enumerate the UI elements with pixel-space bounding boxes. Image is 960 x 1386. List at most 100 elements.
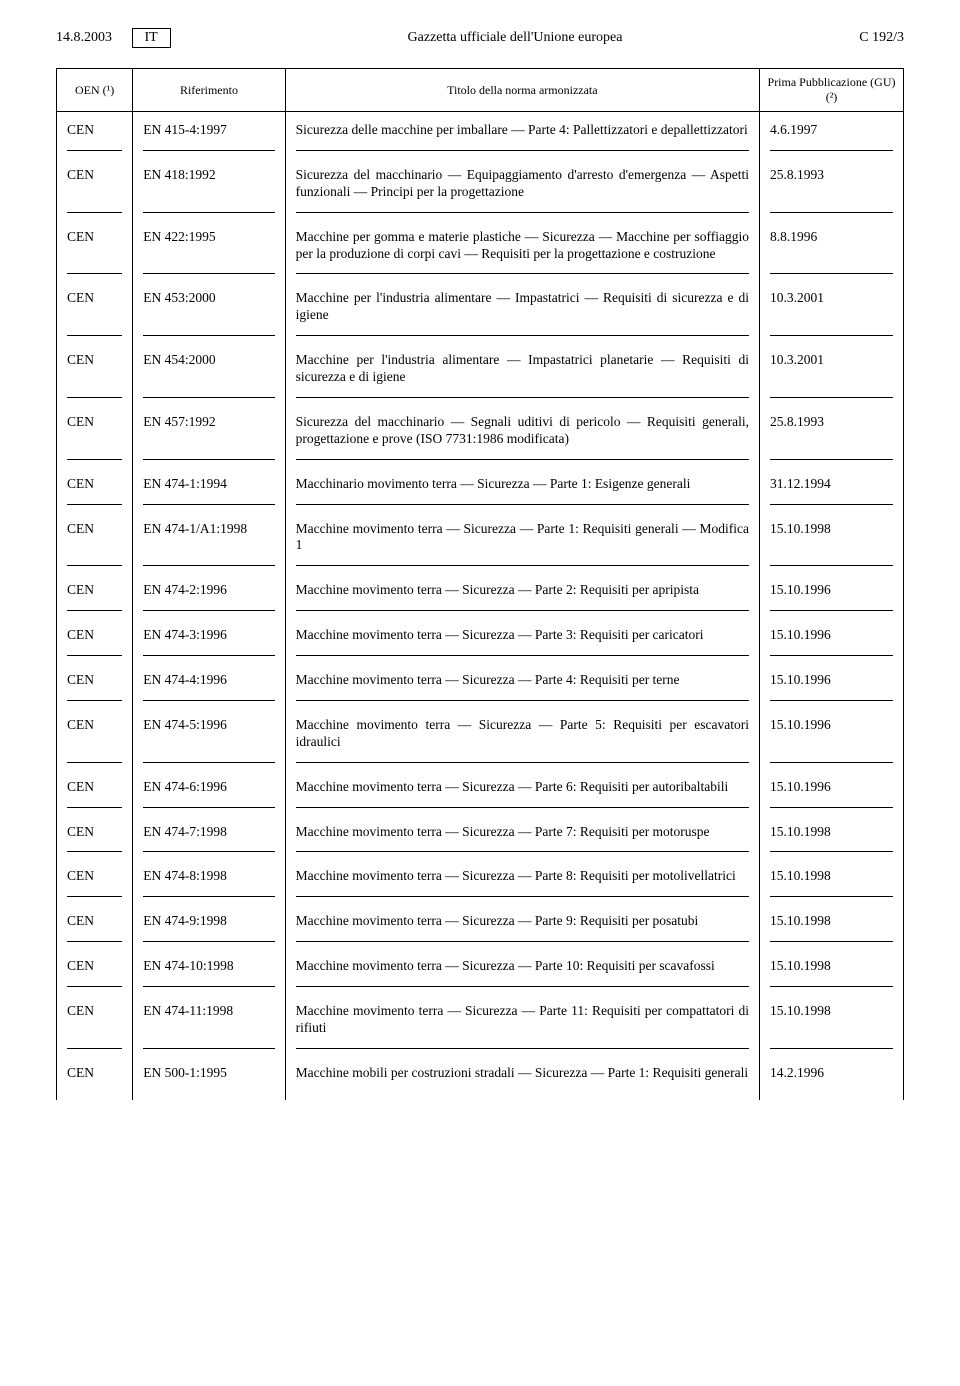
table-row: CENEN 474-10:1998Macchine movimento terr…: [57, 948, 904, 993]
cell-ref: EN 474-1:1994: [133, 466, 285, 511]
header-publication: Gazzetta ufficiale dell'Unione europea: [171, 30, 860, 46]
cell-date: 14.2.1996: [760, 1055, 904, 1100]
cell-date: 15.10.1998: [760, 511, 904, 573]
cell-ref: EN 457:1992: [133, 404, 285, 466]
col-oen: OEN (¹): [57, 69, 133, 112]
table-row: CENEN 474-11:1998Macchine movimento terr…: [57, 993, 904, 1055]
cell-ref: EN 474-9:1998: [133, 903, 285, 948]
table-row: CENEN 453:2000Macchine per l'industria a…: [57, 280, 904, 342]
cell-oen: CEN: [57, 769, 133, 814]
cell-oen: CEN: [57, 342, 133, 404]
cell-date: 25.8.1993: [760, 404, 904, 466]
header-pageref: C 192/3: [859, 30, 904, 46]
cell-oen: CEN: [57, 157, 133, 219]
cell-title: Sicurezza del macchinario — Segnali udit…: [285, 404, 759, 466]
cell-ref: EN 474-6:1996: [133, 769, 285, 814]
table-row: CENEN 474-4:1996Macchine movimento terra…: [57, 662, 904, 707]
cell-oen: CEN: [57, 466, 133, 511]
cell-oen: CEN: [57, 948, 133, 993]
cell-date: 10.3.2001: [760, 280, 904, 342]
cell-date: 15.10.1996: [760, 617, 904, 662]
cell-date: 31.12.1994: [760, 466, 904, 511]
cell-date: 4.6.1997: [760, 112, 904, 157]
cell-oen: CEN: [57, 662, 133, 707]
cell-ref: EN 453:2000: [133, 280, 285, 342]
cell-oen: CEN: [57, 858, 133, 903]
table-row: CENEN 474-5:1996Macchine movimento terra…: [57, 707, 904, 769]
cell-title: Macchine movimento terra — Sicurezza — P…: [285, 662, 759, 707]
cell-title: Macchine movimento terra — Sicurezza — P…: [285, 707, 759, 769]
cell-ref: EN 474-11:1998: [133, 993, 285, 1055]
cell-date: 10.3.2001: [760, 342, 904, 404]
cell-ref: EN 418:1992: [133, 157, 285, 219]
cell-title: Macchine per l'industria alimentare — Im…: [285, 342, 759, 404]
header-lang: IT: [132, 28, 171, 48]
cell-oen: CEN: [57, 280, 133, 342]
cell-title: Sicurezza del macchinario — Equipaggiame…: [285, 157, 759, 219]
cell-ref: EN 474-7:1998: [133, 814, 285, 859]
cell-ref: EN 474-10:1998: [133, 948, 285, 993]
cell-oen: CEN: [57, 511, 133, 573]
col-ref: Riferimento: [133, 69, 285, 112]
table-row: CENEN 474-7:1998Macchine movimento terra…: [57, 814, 904, 859]
table-row: CENEN 474-1/A1:1998Macchine movimento te…: [57, 511, 904, 573]
table-header: OEN (¹) Riferimento Titolo della norma a…: [57, 69, 904, 112]
cell-title: Macchine mobili per costruzioni stradali…: [285, 1055, 759, 1100]
cell-ref: EN 474-3:1996: [133, 617, 285, 662]
cell-date: 15.10.1998: [760, 993, 904, 1055]
table-body: CENEN 415-4:1997Sicurezza delle macchine…: [57, 112, 904, 1100]
cell-date: 25.8.1993: [760, 157, 904, 219]
cell-oen: CEN: [57, 993, 133, 1055]
table-row: CENEN 474-6:1996Macchine movimento terra…: [57, 769, 904, 814]
table-row: CENEN 415-4:1997Sicurezza delle macchine…: [57, 112, 904, 157]
header-left: 14.8.2003 IT: [56, 28, 171, 48]
table-row: CENEN 500-1:1995Macchine mobili per cost…: [57, 1055, 904, 1100]
cell-date: 15.10.1998: [760, 948, 904, 993]
table-row: CENEN 474-3:1996Macchine movimento terra…: [57, 617, 904, 662]
cell-title: Macchine movimento terra — Sicurezza — P…: [285, 993, 759, 1055]
cell-title: Macchine movimento terra — Sicurezza — P…: [285, 769, 759, 814]
cell-date: 15.10.1998: [760, 814, 904, 859]
table-row: CENEN 474-9:1998Macchine movimento terra…: [57, 903, 904, 948]
cell-ref: EN 454:2000: [133, 342, 285, 404]
cell-ref: EN 474-5:1996: [133, 707, 285, 769]
table-row: CENEN 422:1995Macchine per gomma e mater…: [57, 219, 904, 281]
cell-date: 8.8.1996: [760, 219, 904, 281]
cell-oen: CEN: [57, 814, 133, 859]
table-row: CENEN 474-1:1994Macchinario movimento te…: [57, 466, 904, 511]
cell-title: Macchine movimento terra — Sicurezza — P…: [285, 858, 759, 903]
cell-title: Macchine movimento terra — Sicurezza — P…: [285, 572, 759, 617]
header-date: 14.8.2003: [56, 30, 112, 45]
cell-ref: EN 474-8:1998: [133, 858, 285, 903]
cell-ref: EN 500-1:1995: [133, 1055, 285, 1100]
cell-oen: CEN: [57, 572, 133, 617]
standards-table: OEN (¹) Riferimento Titolo della norma a…: [56, 68, 904, 1100]
cell-title: Macchine movimento terra — Sicurezza — P…: [285, 903, 759, 948]
cell-title: Macchine movimento terra — Sicurezza — P…: [285, 948, 759, 993]
cell-oen: CEN: [57, 1055, 133, 1100]
cell-ref: EN 415-4:1997: [133, 112, 285, 157]
cell-title: Macchine movimento terra — Sicurezza — P…: [285, 617, 759, 662]
cell-title: Macchine per l'industria alimentare — Im…: [285, 280, 759, 342]
cell-title: Sicurezza delle macchine per imballare —…: [285, 112, 759, 157]
cell-date: 15.10.1996: [760, 769, 904, 814]
cell-date: 15.10.1996: [760, 707, 904, 769]
col-date: Prima Pubblicazione (GU) (²): [760, 69, 904, 112]
cell-ref: EN 474-1/A1:1998: [133, 511, 285, 573]
cell-date: 15.10.1996: [760, 662, 904, 707]
cell-title: Macchine per gomma e materie plastiche —…: [285, 219, 759, 281]
table-row: CENEN 474-2:1996Macchine movimento terra…: [57, 572, 904, 617]
table-row: CENEN 454:2000Macchine per l'industria a…: [57, 342, 904, 404]
cell-oen: CEN: [57, 112, 133, 157]
cell-oen: CEN: [57, 219, 133, 281]
cell-title: Macchinario movimento terra — Sicurezza …: [285, 466, 759, 511]
cell-date: 15.10.1996: [760, 572, 904, 617]
cell-title: Macchine movimento terra — Sicurezza — P…: [285, 511, 759, 573]
cell-ref: EN 474-2:1996: [133, 572, 285, 617]
cell-oen: CEN: [57, 903, 133, 948]
table-row: CENEN 474-8:1998Macchine movimento terra…: [57, 858, 904, 903]
cell-oen: CEN: [57, 617, 133, 662]
cell-oen: CEN: [57, 404, 133, 466]
page-header: 14.8.2003 IT Gazzetta ufficiale dell'Uni…: [56, 28, 904, 48]
cell-title: Macchine movimento terra — Sicurezza — P…: [285, 814, 759, 859]
